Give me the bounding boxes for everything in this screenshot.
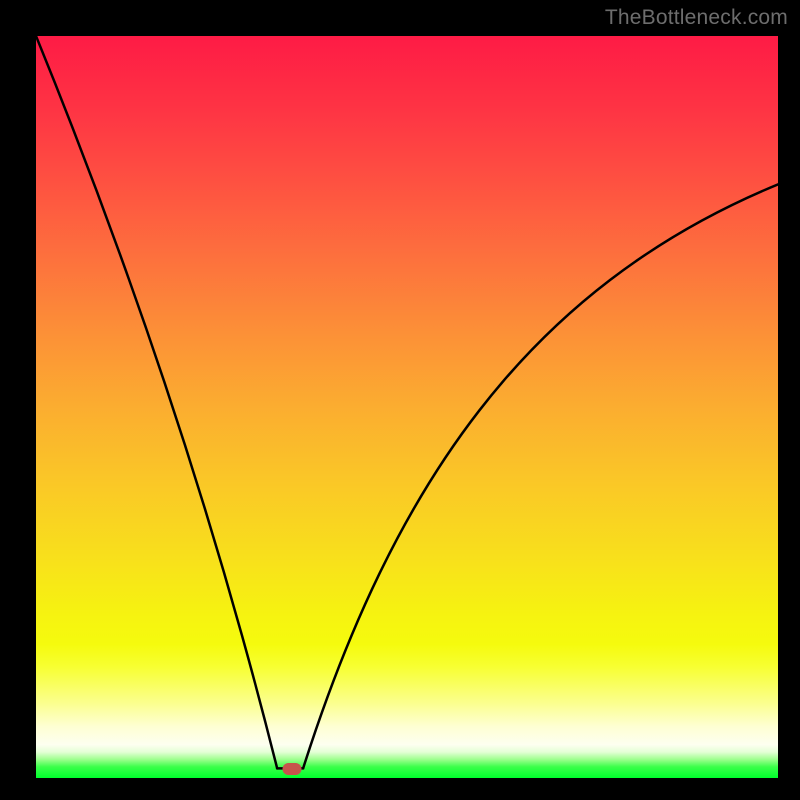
curve-right-branch [303,184,778,768]
optimal-marker [282,763,301,775]
curve-left-branch [36,36,277,768]
plot-area [36,36,778,778]
chart-frame: TheBottleneck.com [0,0,800,800]
bottleneck-curve [36,36,778,778]
watermark-text: TheBottleneck.com [605,6,788,30]
